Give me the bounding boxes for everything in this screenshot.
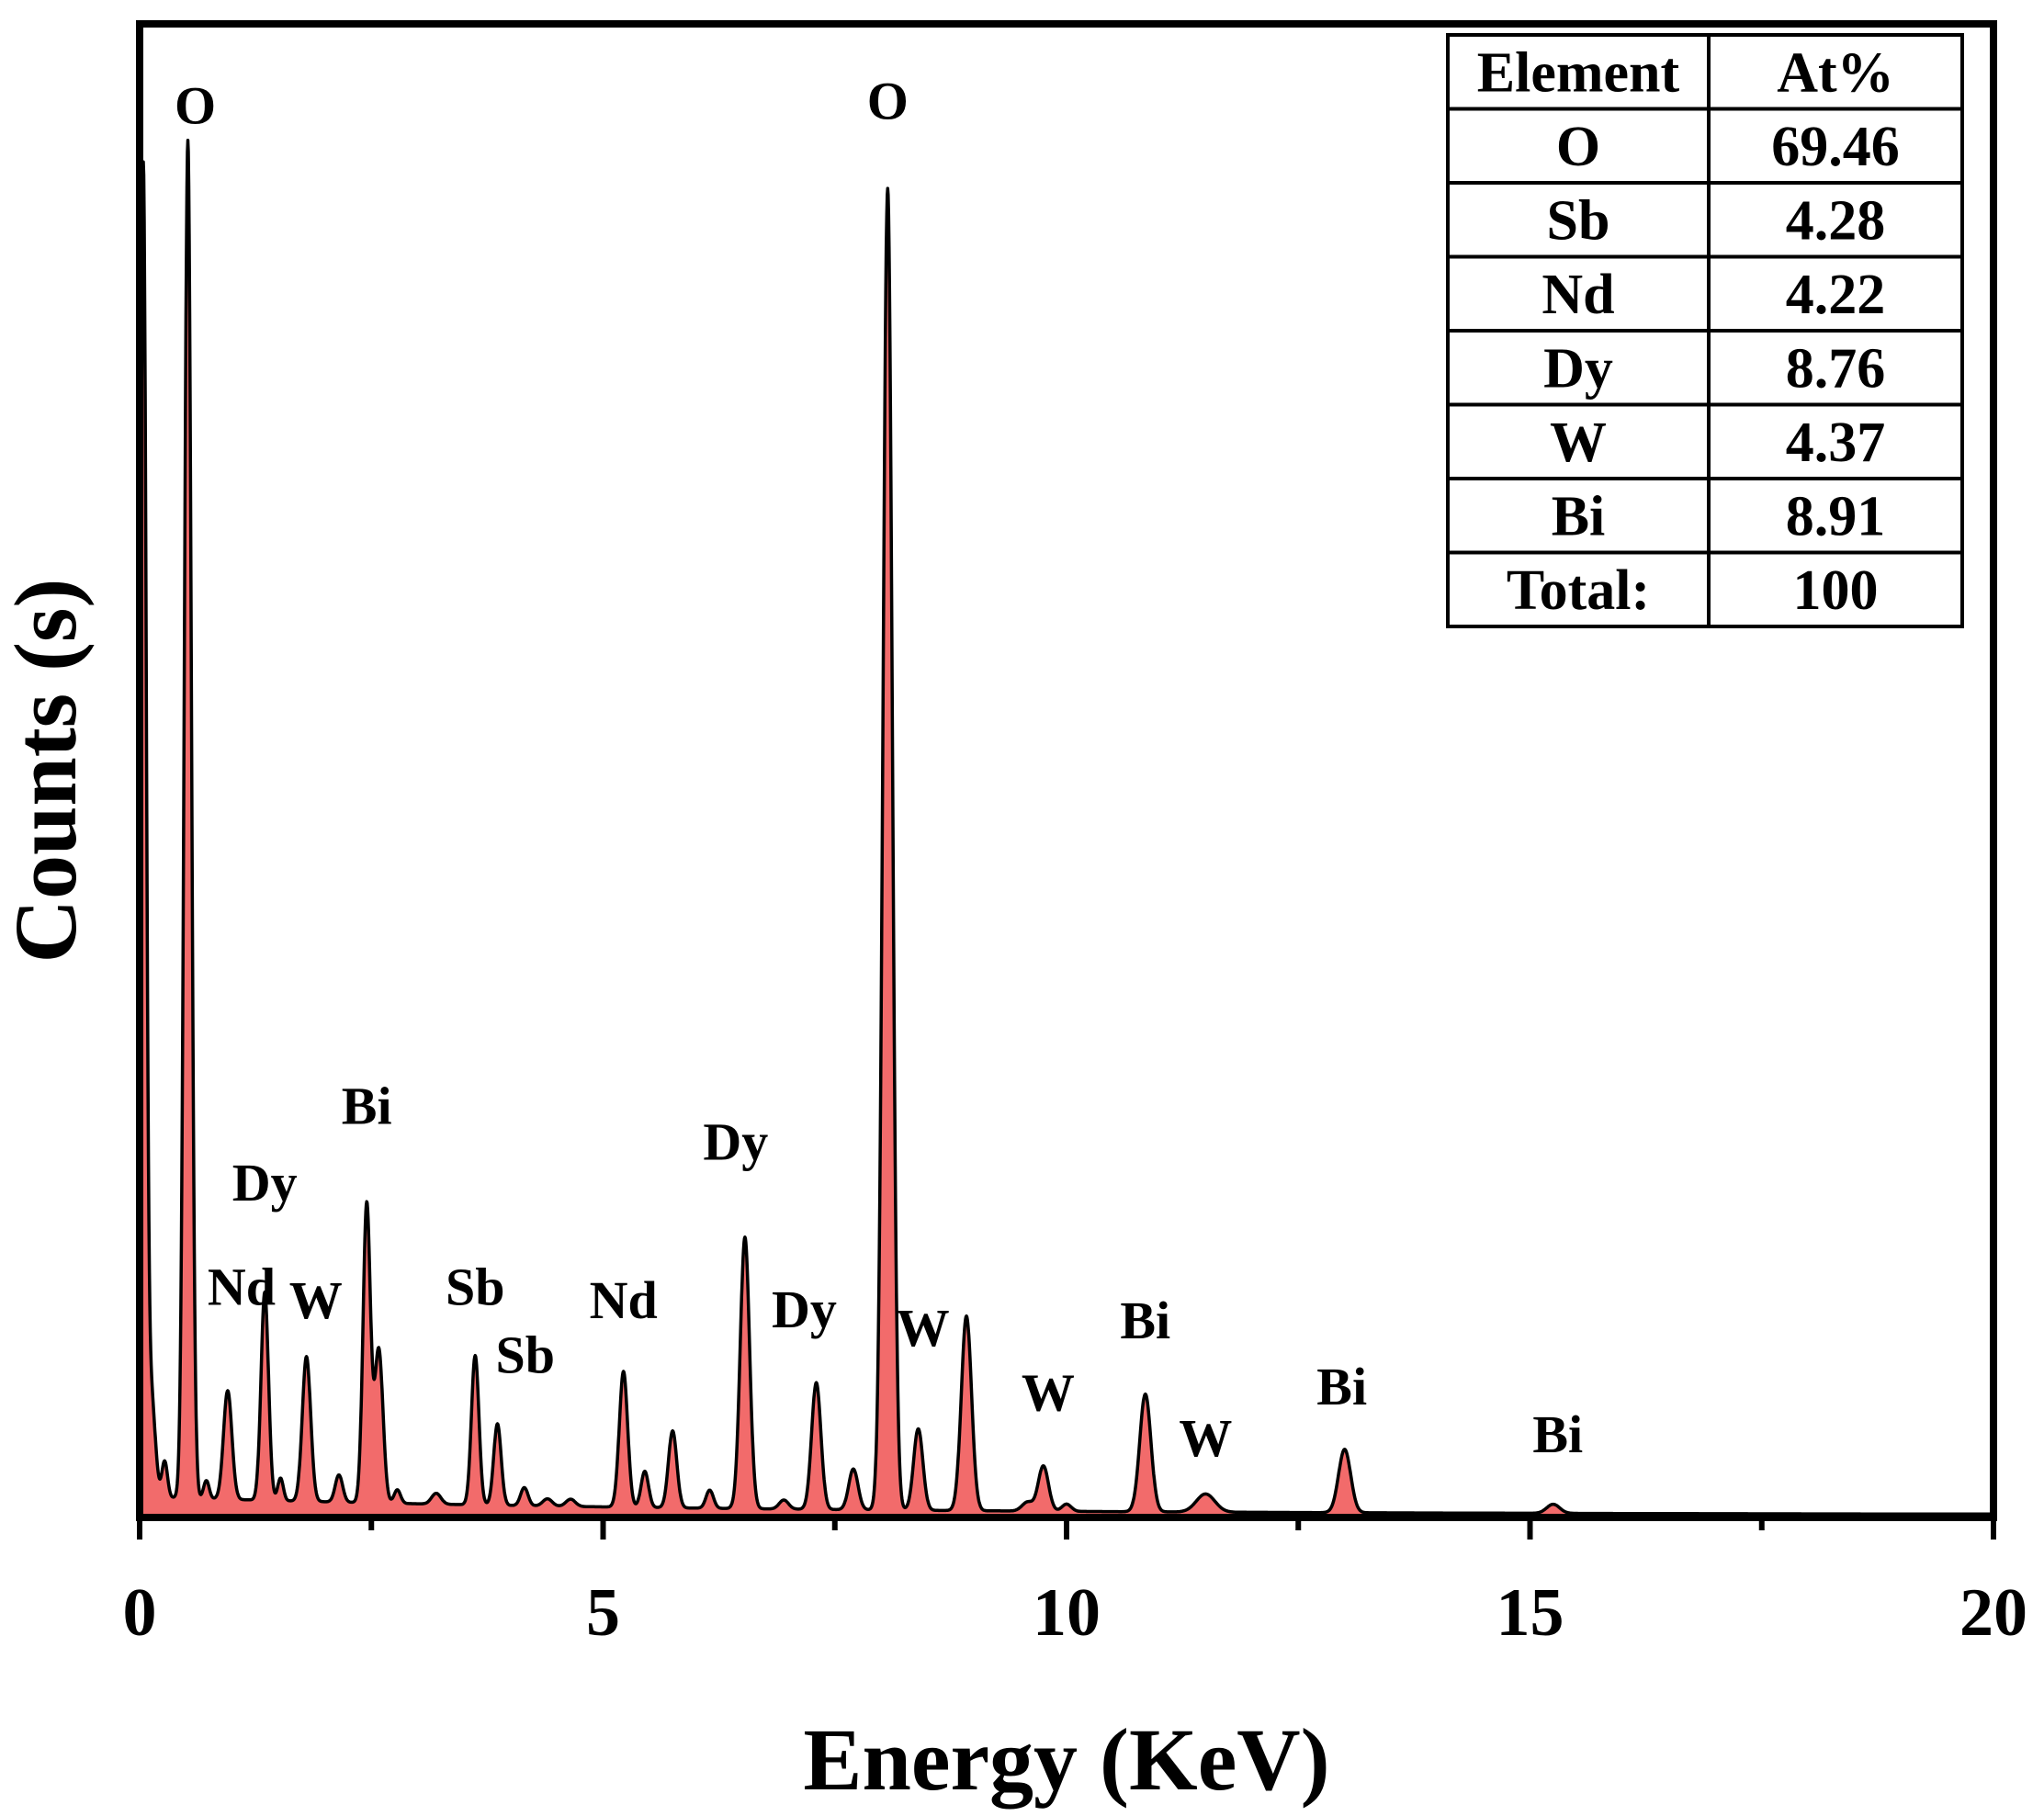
x-tick-label: 20 [1959, 1575, 2027, 1651]
plot-area [138, 139, 1995, 1517]
x-tick-label: 10 [1033, 1575, 1101, 1651]
table-cell: 4.28 [1786, 189, 1886, 252]
x-tick-label: 5 [586, 1575, 620, 1651]
table-cell: Nd [1541, 264, 1614, 326]
peak-label: W [897, 1298, 950, 1358]
table-cell: Bi [1552, 485, 1606, 547]
peak-label: Dy [772, 1280, 837, 1339]
peak-label: O [175, 75, 216, 135]
peak-label: W [1179, 1408, 1232, 1468]
table-cell: Sb [1547, 189, 1610, 252]
y-axis-title: Counts (s) [0, 579, 95, 964]
table-cell: 8.76 [1786, 337, 1886, 400]
table-cell: O [1556, 116, 1600, 178]
peak-label: Nd [208, 1257, 276, 1316]
table-cell: Dy [1543, 337, 1613, 400]
table-cell: W [1550, 412, 1607, 474]
table-cell: Total: [1507, 559, 1650, 622]
table-cell: 4.22 [1786, 264, 1886, 326]
peak-label: O [867, 71, 909, 130]
table-cell: 69.46 [1771, 116, 1900, 178]
peak-label: Dy [232, 1153, 298, 1213]
table-cell: 100 [1793, 559, 1879, 622]
table-header: At% [1777, 41, 1893, 104]
peak-label: Bi [1532, 1404, 1583, 1464]
table-cell: 4.37 [1786, 412, 1886, 474]
table-cell: 8.91 [1786, 485, 1886, 547]
peak-label: W [1022, 1363, 1075, 1423]
x-axis-title: Energy (KeV) [803, 1710, 1329, 1809]
composition-table: Element At% O 69.46 Sb 4.28 Nd 4.22 Dy 8.76 W 4.37 B… [1446, 33, 1964, 628]
x-tick-label: 0 [123, 1575, 157, 1651]
peak-label: Sb [446, 1257, 505, 1316]
peak-label: Bi [1120, 1291, 1170, 1350]
table-header: Element [1477, 41, 1680, 104]
peak-label: Bi [342, 1076, 392, 1135]
x-tick-label: 15 [1496, 1575, 1564, 1651]
spectrum-line [138, 139, 1995, 1517]
peak-label: Nd [590, 1270, 658, 1330]
peak-label: W [289, 1270, 343, 1330]
peak-label: Bi [1316, 1357, 1367, 1416]
peak-label: Sb [495, 1325, 555, 1384]
x-axis-ticks [137, 1517, 1996, 1540]
peak-label: Dy [703, 1112, 768, 1172]
x-axis-tick-labels: 0 5 10 15 20 [123, 1575, 2028, 1651]
